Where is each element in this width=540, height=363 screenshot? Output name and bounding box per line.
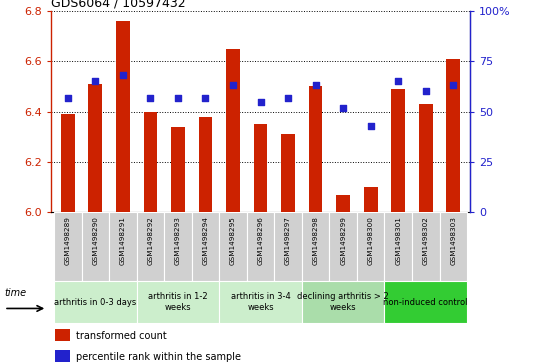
Point — [91, 78, 100, 84]
Bar — [302, 281, 384, 323]
Bar — [144, 111, 157, 212]
Text: GSM1498292: GSM1498292 — [147, 216, 153, 265]
Bar — [254, 124, 267, 212]
Bar — [56, 329, 70, 341]
Point — [394, 78, 402, 84]
Bar — [440, 212, 467, 281]
Bar — [364, 187, 377, 212]
Point — [64, 95, 72, 101]
Point — [256, 99, 265, 105]
Bar — [61, 114, 75, 212]
Text: GSM1498290: GSM1498290 — [92, 216, 98, 265]
Text: GSM1498300: GSM1498300 — [368, 216, 374, 265]
Text: declining arthritis > 2
weeks: declining arthritis > 2 weeks — [298, 293, 389, 312]
Text: GSM1498302: GSM1498302 — [423, 216, 429, 265]
Bar — [302, 212, 329, 281]
Bar — [116, 21, 130, 212]
Bar — [199, 117, 212, 212]
Bar — [247, 212, 274, 281]
Bar — [82, 212, 109, 281]
Point — [449, 82, 457, 88]
Point — [174, 95, 183, 101]
Point — [229, 82, 238, 88]
Bar — [137, 281, 219, 323]
Bar — [54, 281, 137, 323]
Point — [339, 105, 347, 110]
Text: GSM1498303: GSM1498303 — [450, 216, 456, 265]
Bar — [384, 212, 412, 281]
Bar — [419, 104, 433, 212]
Text: GDS6064 / 10597432: GDS6064 / 10597432 — [51, 0, 186, 10]
Bar — [336, 195, 350, 212]
Text: GSM1498294: GSM1498294 — [202, 216, 208, 265]
Text: arthritis in 1-2
weeks: arthritis in 1-2 weeks — [148, 293, 208, 312]
Bar — [219, 212, 247, 281]
Text: GSM1498298: GSM1498298 — [313, 216, 319, 265]
Bar — [164, 212, 192, 281]
Text: GSM1498301: GSM1498301 — [395, 216, 401, 265]
Bar — [274, 212, 302, 281]
Bar — [56, 350, 70, 362]
Text: GSM1498299: GSM1498299 — [340, 216, 346, 265]
Text: GSM1498293: GSM1498293 — [175, 216, 181, 265]
Text: GSM1498297: GSM1498297 — [285, 216, 291, 265]
Point — [366, 123, 375, 129]
Text: GSM1498291: GSM1498291 — [120, 216, 126, 265]
Text: transformed count: transformed count — [77, 331, 167, 341]
Bar — [357, 212, 384, 281]
Text: arthritis in 0-3 days: arthritis in 0-3 days — [54, 298, 137, 307]
Bar — [392, 89, 405, 212]
Bar — [447, 59, 460, 212]
Text: GSM1498295: GSM1498295 — [230, 216, 236, 265]
Bar — [384, 281, 467, 323]
Text: time: time — [4, 288, 26, 298]
Point — [421, 89, 430, 94]
Bar — [309, 86, 322, 212]
Bar — [226, 49, 240, 212]
Bar — [412, 212, 440, 281]
Bar — [54, 212, 82, 281]
Bar — [171, 127, 185, 212]
Point — [284, 95, 292, 101]
Text: percentile rank within the sample: percentile rank within the sample — [77, 352, 241, 362]
Bar — [281, 134, 295, 212]
Text: non-induced control: non-induced control — [383, 298, 468, 307]
Bar — [192, 212, 219, 281]
Text: GSM1498289: GSM1498289 — [65, 216, 71, 265]
Point — [146, 95, 155, 101]
Text: arthritis in 3-4
weeks: arthritis in 3-4 weeks — [231, 293, 291, 312]
Point — [311, 82, 320, 88]
Bar — [109, 212, 137, 281]
Text: GSM1498296: GSM1498296 — [258, 216, 264, 265]
Bar — [137, 212, 164, 281]
Point — [119, 73, 127, 78]
Bar — [89, 84, 102, 212]
Bar — [329, 212, 357, 281]
Point — [201, 95, 210, 101]
Bar — [219, 281, 302, 323]
